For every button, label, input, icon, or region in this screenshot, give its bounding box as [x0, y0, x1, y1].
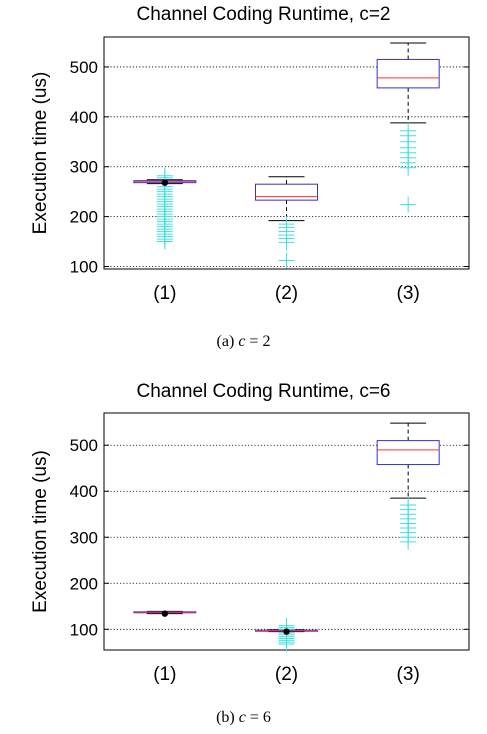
chart-a-xtick-label: (3) [397, 283, 420, 304]
chart-a-caption-rest: = 2 [245, 333, 271, 350]
chart-b-ytick-label: 400 [70, 482, 98, 501]
mean-dot [161, 179, 169, 186]
chart-b-ytick-label: 100 [70, 620, 98, 639]
chart-a-ytick-label: 300 [70, 158, 98, 177]
chart-a-box-1 [133, 167, 197, 250]
chart-b-caption-rest: = 6 [245, 709, 271, 726]
chart-a-title: Channel Coding Runtime, c=2 [136, 4, 391, 25]
chart-b-xtick-label: (1) [153, 664, 176, 685]
box-iqr [376, 58, 440, 89]
chart-a-caption-var: c [238, 333, 246, 350]
mean-dot [161, 610, 169, 617]
outlier-marker [278, 216, 295, 233]
chart-a-caption: (a) c = 2 [0, 333, 487, 351]
chart-a-ytick-label: 100 [70, 258, 98, 277]
chart-b-box-3 [376, 422, 440, 550]
chart-a-ylabel: Execution time (us) [30, 72, 51, 235]
chart-b-xtick-label: (2) [275, 664, 298, 685]
chart-b-ytick-label: 200 [70, 574, 98, 593]
chart-a-caption-label: (a) [216, 333, 235, 350]
chart-a-box-2 [255, 176, 318, 269]
chart-b-box-1 [133, 610, 197, 617]
box-iqr [376, 440, 440, 466]
chart-b-caption: (b) c = 6 [0, 709, 487, 727]
chart-a-box-3 [376, 42, 440, 213]
outlier-marker [400, 196, 417, 213]
chart-b-xtick-label: (3) [397, 664, 420, 685]
chart-b-caption-label: (b) [216, 709, 235, 726]
chart-a-ytick-label: 400 [70, 108, 98, 127]
outlier-marker [400, 122, 417, 139]
chart-b-ytick-label: 300 [70, 528, 98, 547]
chart-a-frame [103, 36, 470, 270]
chart-a-plot: 100 200 300 400 500 (1) (2) (3) Execution time (… [30, 36, 470, 304]
chart-b-ytick-label: 500 [70, 436, 98, 455]
chart-b-caption-var: c [238, 709, 246, 726]
chart-a-xtick-label: (2) [275, 283, 298, 304]
chart-b-ylabel: Execution time (us) [30, 450, 51, 613]
mean-dot [283, 628, 290, 635]
outlier-marker [278, 252, 295, 269]
chart-a-ytick-label: 200 [70, 208, 98, 227]
outlier-marker [400, 497, 417, 514]
chart-a-xtick-label: (1) [153, 283, 176, 304]
chart-b-box-2 [255, 617, 318, 653]
chart-a-ytick-label: 500 [70, 58, 98, 77]
chart-b-title: Channel Coding Runtime, c=6 [136, 381, 391, 402]
